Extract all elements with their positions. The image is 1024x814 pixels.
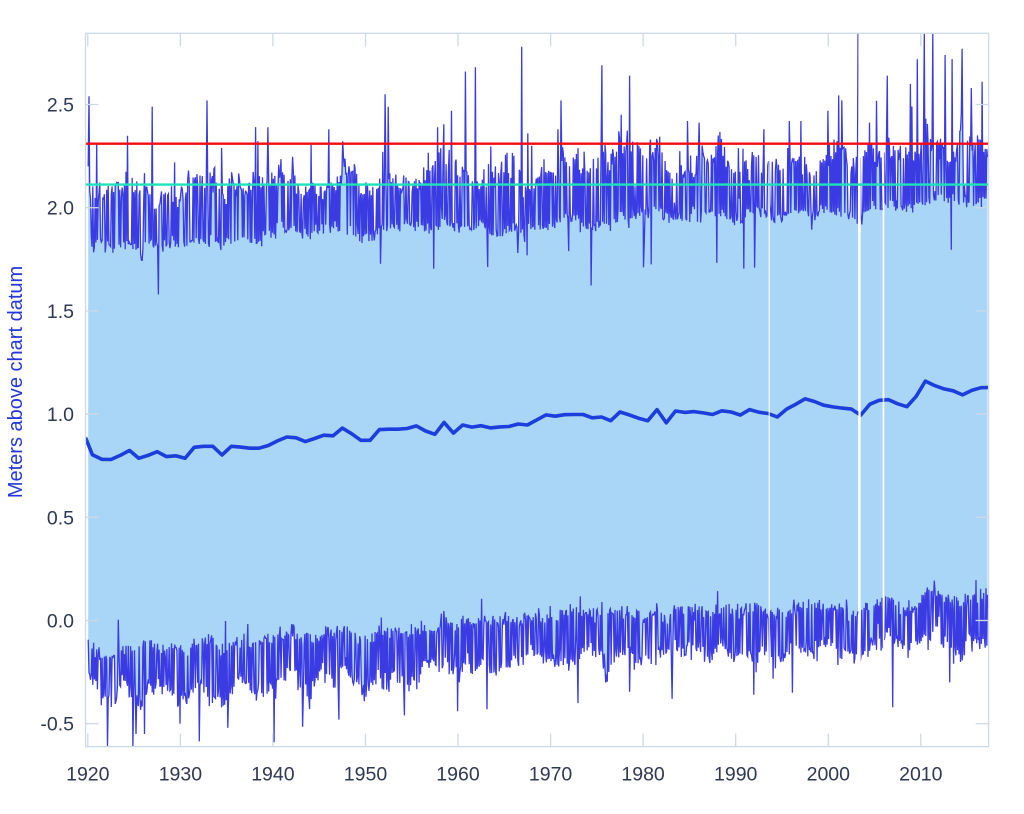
svg-text:1960: 1960 <box>436 764 480 786</box>
svg-text:1970: 1970 <box>529 764 573 786</box>
svg-text:2.5: 2.5 <box>47 95 74 117</box>
svg-text:2.0: 2.0 <box>47 198 74 220</box>
svg-text:1.5: 1.5 <box>47 301 74 323</box>
svg-text:1940: 1940 <box>251 764 295 786</box>
svg-text:1.0: 1.0 <box>47 404 74 426</box>
svg-text:0.0: 0.0 <box>47 611 74 633</box>
svg-text:-0.5: -0.5 <box>40 714 74 736</box>
svg-text:0.5: 0.5 <box>47 507 74 529</box>
svg-text:1980: 1980 <box>621 764 665 786</box>
svg-text:2010: 2010 <box>899 764 943 786</box>
svg-text:1950: 1950 <box>344 764 388 786</box>
svg-text:1930: 1930 <box>159 764 203 786</box>
svg-text:Meters above chart datum: Meters above chart datum <box>5 266 27 498</box>
svg-text:2000: 2000 <box>807 764 851 786</box>
svg-text:1920: 1920 <box>66 764 110 786</box>
svg-text:1990: 1990 <box>714 764 758 786</box>
